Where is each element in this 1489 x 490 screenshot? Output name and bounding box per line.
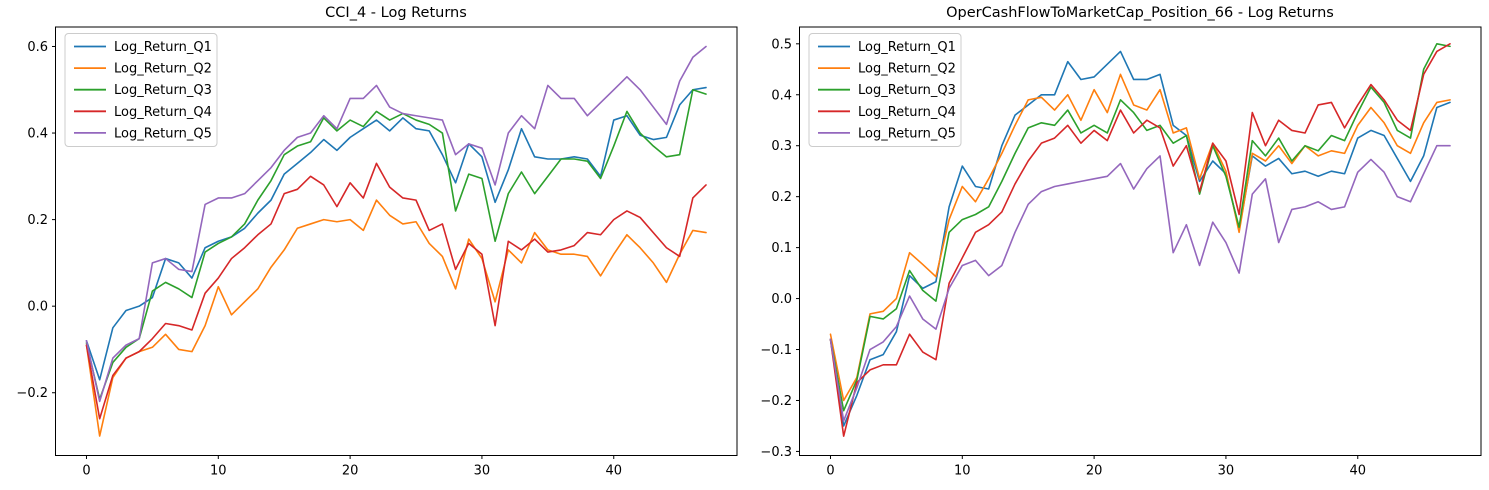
legend-label-Log_Return_Q3: Log_Return_Q3 bbox=[114, 83, 212, 98]
legend-box bbox=[808, 33, 962, 147]
y-tick-label: 0.2 bbox=[771, 190, 792, 205]
y-tick-label: 0.4 bbox=[27, 127, 48, 142]
legend-label-Log_Return_Q3: Log_Return_Q3 bbox=[858, 83, 956, 98]
legend-label-Log_Return_Q1: Log_Return_Q1 bbox=[858, 40, 956, 55]
y-tick-label: 0.0 bbox=[27, 300, 48, 315]
y-tick-label: −0.3 bbox=[760, 445, 792, 460]
y-tick-label: 0.0 bbox=[771, 292, 792, 307]
right-plot-svg: 0.5 0.4 0.3 0.2 0.1 0.0 −0.1 −0.2 −0.3 0 10 20 30 40 L… bbox=[760, 26, 1482, 479]
legend: Log_Return_Q1 Log_Return_Q2 Log_Return_Q3 L… bbox=[64, 33, 218, 147]
chart-title-right: OperCashFlowToMarketCap_Position_66 - Lo… bbox=[946, 5, 1334, 21]
x-tick-label: 40 bbox=[1349, 464, 1366, 479]
legend-label-Log_Return_Q2: Log_Return_Q2 bbox=[114, 62, 212, 77]
x-tick-label: 20 bbox=[342, 464, 359, 479]
y-tick-label: −0.2 bbox=[760, 394, 792, 409]
legend-box bbox=[64, 33, 218, 147]
legend: Log_Return_Q1 Log_Return_Q2 Log_Return_Q3 L… bbox=[808, 33, 962, 147]
y-tick-label: −0.1 bbox=[760, 343, 792, 358]
series-line-Log_Return_Q1 bbox=[829, 50, 1451, 427]
axes-spines bbox=[55, 26, 738, 456]
legend-label-Log_Return_Q2: Log_Return_Q2 bbox=[858, 62, 956, 77]
legend-label-Log_Return_Q1: Log_Return_Q1 bbox=[114, 40, 212, 55]
series-line-Log_Return_Q5 bbox=[85, 45, 707, 403]
y-tick-label: 0.1 bbox=[771, 241, 792, 256]
y-tick-label: 0.6 bbox=[27, 40, 48, 55]
legend-label-Log_Return_Q5: Log_Return_Q5 bbox=[114, 126, 212, 141]
y-tick-label: 0.2 bbox=[27, 213, 48, 228]
series-line-Log_Return_Q2 bbox=[85, 199, 707, 437]
left-plot-svg: 0.60.40.20.0−0.20 10 20 30 40Log_Return_Q1Lo… bbox=[16, 26, 738, 479]
y-tick-label: 0.4 bbox=[771, 88, 792, 103]
series-line-Log_Return_Q3 bbox=[829, 43, 1451, 412]
axes-spines bbox=[799, 26, 1482, 456]
x-tick-label: 40 bbox=[605, 464, 622, 479]
x-tick-label: 0 bbox=[826, 464, 834, 479]
series-line-Log_Return_Q4 bbox=[829, 43, 1451, 437]
x-tick-label: 20 bbox=[1086, 464, 1103, 479]
series-line-Log_Return_Q5 bbox=[829, 144, 1451, 422]
legend-label-Log_Return_Q4: Log_Return_Q4 bbox=[858, 105, 956, 120]
x-tick-label: 0 bbox=[82, 464, 90, 479]
series-line-Log_Return_Q1 bbox=[85, 86, 707, 381]
legend-label-Log_Return_Q5: Log_Return_Q5 bbox=[858, 126, 956, 141]
x-tick-label: 10 bbox=[954, 464, 971, 479]
y-tick-label: 0.3 bbox=[771, 139, 792, 154]
legend-label-Log_Return_Q4: Log_Return_Q4 bbox=[114, 105, 212, 120]
y-tick-label: 0.5 bbox=[771, 37, 792, 52]
y-tick-label: −0.2 bbox=[16, 386, 48, 401]
x-tick-label: 30 bbox=[1218, 464, 1235, 479]
chart-cci4: CCI_4 - Log Returns 0.6 0.4 0.2 0.0 −0.2 0 10 2… bbox=[0, 0, 744, 490]
series-line-Log_Return_Q4 bbox=[85, 162, 707, 420]
series-line-Log_Return_Q2 bbox=[829, 73, 1451, 402]
chart-opercashflow: OperCashFlowToMarketCap_Position_66 - Lo… bbox=[745, 0, 1489, 490]
x-tick-label: 30 bbox=[474, 464, 491, 479]
x-tick-label: 10 bbox=[210, 464, 227, 479]
chart-title-left: CCI_4 - Log Returns bbox=[325, 5, 467, 21]
series-line-Log_Return_Q3 bbox=[85, 88, 707, 401]
